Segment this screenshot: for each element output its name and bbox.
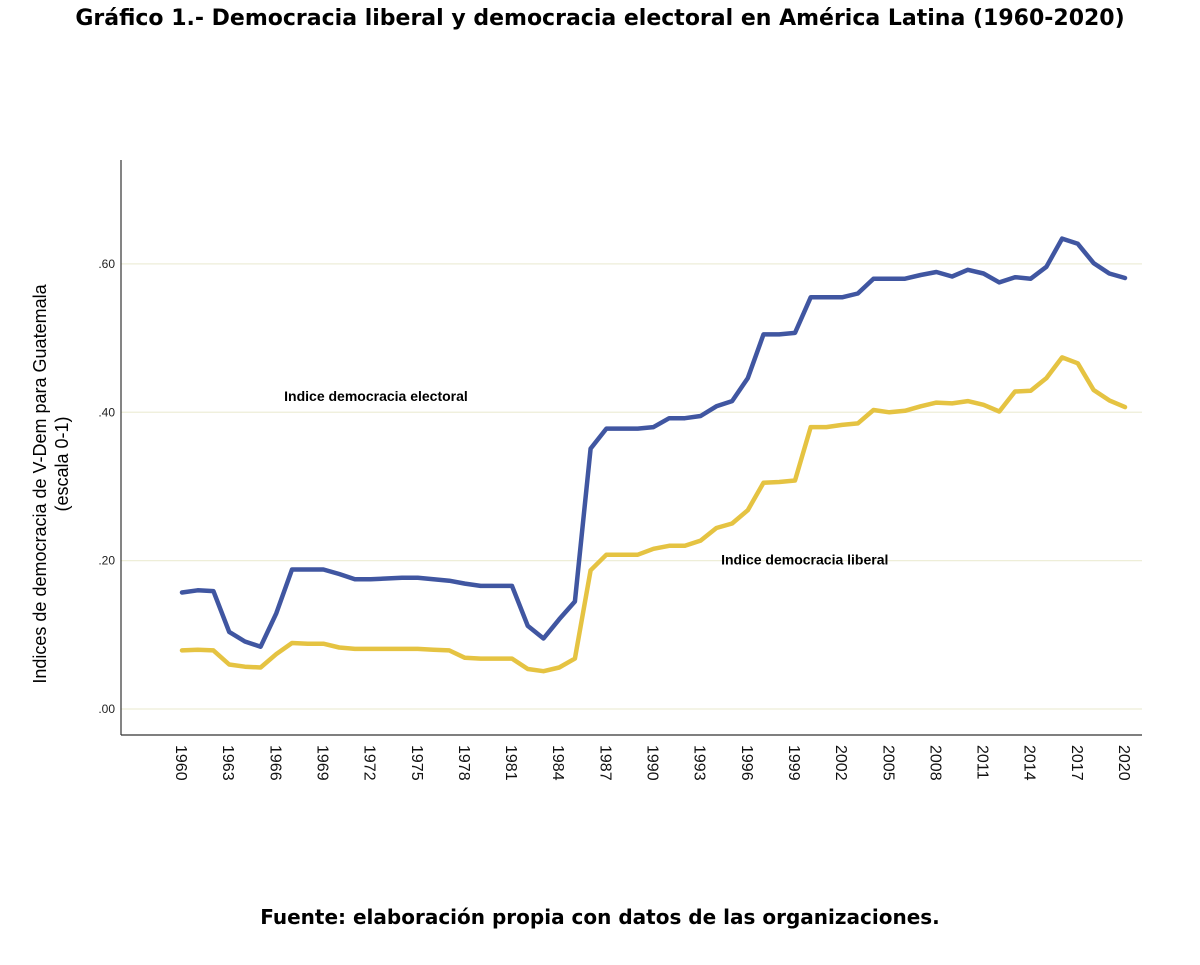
series-lines — [179, 236, 1128, 674]
series-labels: Indice democracia electoral Indice democr… — [284, 388, 888, 567]
series-line-electoral — [179, 236, 1128, 649]
x-tick-label: 1984 — [549, 745, 566, 781]
x-tick-label: 2002 — [832, 745, 849, 781]
x-tick-label: 1972 — [361, 745, 378, 781]
x-tick-label: 2014 — [1021, 745, 1038, 781]
x-tick-labels: 1960 1963 1966 1969 1972 1975 1978 1981 1984 1987… — [172, 745, 1132, 781]
x-tick-label: 1969 — [313, 745, 330, 781]
x-tick-label: 2020 — [1115, 745, 1132, 781]
y-tick-label: .60 — [98, 257, 115, 271]
x-tick-label: 2017 — [1068, 745, 1085, 781]
x-tick-label: 1975 — [408, 745, 425, 781]
x-tick-label: 2011 — [974, 745, 991, 780]
y-axis-label-line-1: Indices de democracia de V-Dem para Guat… — [30, 283, 50, 683]
x-tick-label: 1996 — [738, 745, 755, 781]
y-tick-label: .40 — [98, 405, 115, 419]
x-tick-label: 1966 — [266, 745, 283, 781]
x-tick-label: 2008 — [926, 745, 943, 781]
x-tick-label: 1999 — [785, 745, 802, 781]
figure-source-note: Fuente: elaboración propia con datos de … — [260, 905, 940, 929]
y-tick-label: .20 — [98, 554, 115, 568]
series-label-liberal: Indice democracia liberal — [721, 551, 888, 567]
x-tick-label: 2005 — [879, 745, 896, 781]
x-tick-label: 1981 — [502, 745, 519, 781]
series-line-liberal — [179, 355, 1128, 674]
x-tick-label: 1987 — [596, 745, 613, 781]
series-label-electoral: Indice democracia electoral — [284, 388, 468, 404]
y-axis-label: Indices de democracia de V-Dem para Guat… — [30, 283, 72, 683]
y-axis-label-line-2: (escala 0-1) — [52, 416, 72, 511]
x-tick-label: 1978 — [455, 745, 472, 781]
x-tick-label: 1960 — [172, 745, 189, 781]
x-tick-label: 1963 — [219, 745, 236, 781]
y-tick-labels: .00 .20 .40 .60 — [98, 257, 115, 716]
gridlines — [121, 263, 1142, 710]
axes — [120, 160, 1142, 736]
figure-title: Gráfico 1.- Democracia liberal y democra… — [75, 6, 1125, 31]
x-tick-label: 1990 — [644, 745, 661, 781]
x-tick-label: 1993 — [691, 745, 708, 781]
y-tick-label: .00 — [98, 702, 115, 716]
